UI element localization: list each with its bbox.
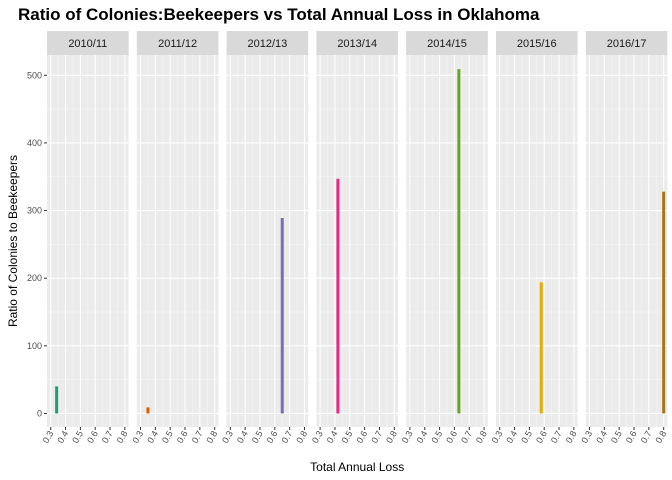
facet-strip <box>226 31 309 55</box>
x-tick-label: 0.6 <box>175 429 190 445</box>
x-tick-label: 0.3 <box>310 429 325 445</box>
x-tick-label: 0.8 <box>474 429 489 445</box>
y-axis: 0 100 200 300 400 500 <box>27 70 47 418</box>
facet-panel-2010-11: 2010/11 0.3 0.4 0.5 0.6 0.7 0.8 <box>41 31 130 445</box>
facet-panel-2015-16: 2015/16 0.3 0.4 0.5 0.6 0.7 0.8 <box>490 31 579 445</box>
y-tick-label: 300 <box>27 206 42 216</box>
x-tick-label: 0.6 <box>85 429 100 445</box>
facet-panel-2011-12: 2011/12 0.3 0.4 0.5 0.6 0.7 0.8 <box>130 31 219 445</box>
x-tick-label: 0.4 <box>235 429 250 445</box>
facet-panel-2012-13: 2012/13 0.3 0.4 0.5 0.6 0.7 0.8 <box>220 31 309 445</box>
y-tick-label: 200 <box>27 273 42 283</box>
x-tick-label: 0.8 <box>654 429 669 445</box>
x-tick-label: 0.4 <box>504 429 519 445</box>
x-tick-label: 0.7 <box>100 429 115 445</box>
x-tick-label: 0.6 <box>534 429 549 445</box>
x-tick-label: 0.7 <box>639 429 654 445</box>
facet-strip <box>316 31 398 55</box>
bar <box>280 218 284 414</box>
facet-strip-label: 2016/17 <box>607 38 647 50</box>
x-tick-label: 0.5 <box>340 429 355 445</box>
x-tick-label: 0.8 <box>205 429 220 445</box>
x-tick-label: 0.7 <box>549 429 564 445</box>
x-tick-label: 0.3 <box>130 429 145 445</box>
facet-strip-label: 2013/14 <box>337 38 377 50</box>
x-tick-label: 0.8 <box>115 429 130 445</box>
facet-strip-label: 2012/13 <box>248 38 288 50</box>
x-tick-label: 0.5 <box>70 429 85 445</box>
x-tick-label: 0.7 <box>190 429 205 445</box>
bar <box>457 69 461 414</box>
x-tick-label: 0.4 <box>594 429 609 445</box>
x-tick-label: 0.7 <box>369 429 384 445</box>
bar <box>662 191 666 414</box>
x-tick-label: 0.7 <box>459 429 474 445</box>
x-tick-label: 0.4 <box>55 429 70 445</box>
facet-strip-label: 2011/12 <box>158 38 197 50</box>
facet-strip <box>406 31 488 55</box>
y-tick-label: 100 <box>27 341 42 351</box>
x-tick-label: 0.4 <box>415 429 430 445</box>
x-tick-label: 0.6 <box>624 429 639 445</box>
facet-panel-2013-14: 2013/14 0.3 0.4 0.5 0.6 0.7 0.8 <box>310 31 399 445</box>
x-tick-label: 0.4 <box>325 429 340 445</box>
facet-strip-label: 2015/16 <box>517 38 557 50</box>
x-tick-label: 0.8 <box>294 429 309 445</box>
x-tick-label: 0.5 <box>609 429 624 445</box>
x-tick-label: 0.6 <box>444 429 459 445</box>
x-tick-label: 0.3 <box>41 429 56 445</box>
x-tick-label: 0.5 <box>429 429 444 445</box>
facet-panel-2016-17: 2016/17 0.3 0.4 0.5 0.6 0.7 0.8 <box>579 31 668 445</box>
x-tick-label: 0.3 <box>490 429 505 445</box>
y-tick-label: 0 <box>37 408 42 418</box>
y-axis-label: Ratio of Colonies to Beekeepers <box>6 155 20 327</box>
x-tick-label: 0.6 <box>354 429 369 445</box>
x-tick-label: 0.3 <box>579 429 594 445</box>
bar <box>55 386 59 414</box>
x-tick-label: 0.3 <box>220 429 235 445</box>
x-tick-label: 0.7 <box>279 429 294 445</box>
x-axis-label: Total Annual Loss <box>310 460 404 474</box>
x-tick-label: 0.8 <box>564 429 579 445</box>
facet-strip <box>47 31 129 55</box>
facet-strip-label: 2014/15 <box>427 38 467 50</box>
x-tick-label: 0.8 <box>384 429 399 445</box>
facet-strip-label: 2010/11 <box>68 38 107 50</box>
y-tick-label: 400 <box>27 138 42 148</box>
x-tick-label: 0.4 <box>145 429 160 445</box>
x-tick-label: 0.5 <box>250 429 265 445</box>
x-tick-label: 0.3 <box>400 429 415 445</box>
chart-title: Ratio of Colonies:Beekeepers vs Total An… <box>18 5 540 24</box>
y-tick-label: 500 <box>27 70 42 80</box>
x-tick-label: 0.6 <box>265 429 280 445</box>
bar <box>539 282 543 414</box>
x-tick-label: 0.5 <box>519 429 534 445</box>
facet-strip <box>496 31 578 55</box>
x-tick-label: 0.5 <box>160 429 175 445</box>
facet-panel-2014-15: 2014/15 0.3 0.4 0.5 0.6 0.7 0.8 <box>400 31 489 445</box>
bar <box>336 178 340 414</box>
facet-strip <box>136 31 219 55</box>
bar <box>146 407 150 414</box>
facet-strip <box>585 31 668 55</box>
